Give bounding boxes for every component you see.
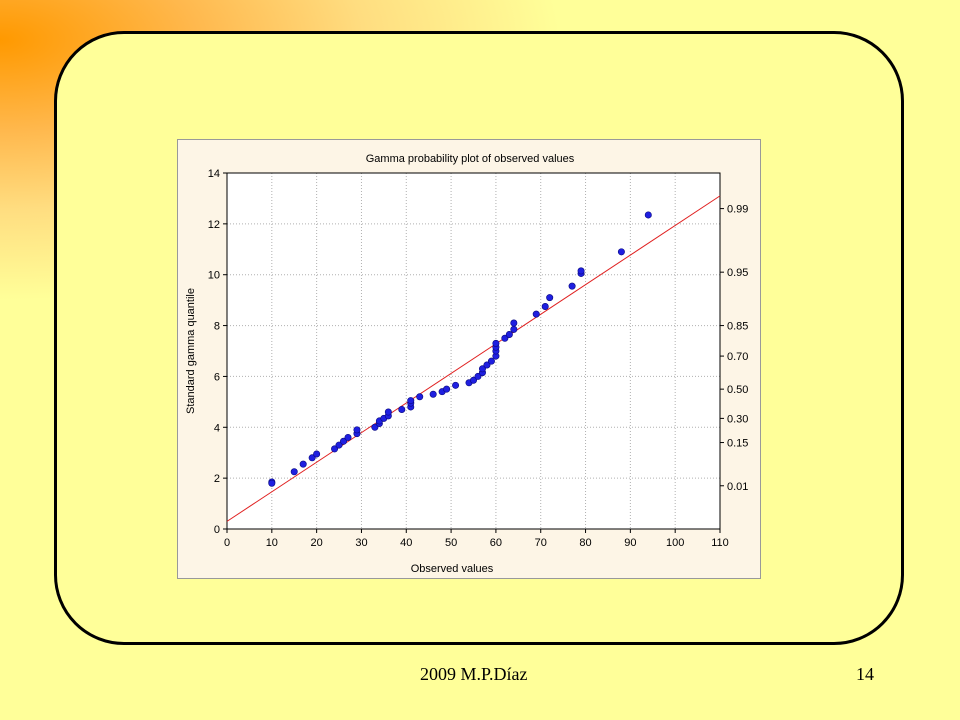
data-point [501,334,509,342]
y-tick-label: 14 [208,168,220,180]
x-tick-label: 110 [711,537,729,549]
fit-line-layer [226,195,721,522]
right-axis-label: 0.01 [727,481,748,493]
data-point [532,310,540,318]
y-tick-label: 6 [214,371,220,383]
data-point [443,385,451,393]
data-point [617,248,625,256]
data-point [492,339,500,347]
data-point [416,393,424,401]
x-tick-label: 10 [266,537,278,549]
x-tick-label: 80 [579,537,591,549]
data-point [510,325,518,333]
data-point [541,303,549,311]
right-axis-label: 0.70 [727,351,748,363]
data-point [398,405,406,413]
y-tick-label: 10 [208,270,220,282]
y-tick-label: 8 [214,321,220,333]
page-number: 14 [856,664,874,684]
data-point [340,437,348,445]
data-point [474,372,482,380]
axes-layer: 0 10 20 30 40 50 60 70 80 90 100 110 0 2 4 6 8 10 12 14 0.99… [208,168,749,549]
right-axis-label: 0.95 [727,267,748,279]
right-axis-label: 0.30 [727,413,748,425]
data-point [407,397,415,405]
y-tick-label: 4 [214,422,220,434]
x-tick-label: 30 [355,537,367,549]
data-point [510,319,518,327]
data-point [568,282,576,290]
data-point [308,454,316,462]
x-tick-label: 60 [490,537,502,549]
data-point [353,426,361,434]
data-point [452,381,460,389]
gamma-probability-chart: Gamma probability plot of observed value… [185,153,749,575]
x-tick-label: 90 [624,537,636,549]
x-tick-label: 100 [666,537,684,549]
data-point [483,361,491,369]
data-point [268,479,276,487]
data-point [546,294,554,302]
chart-panel: Gamma probability plot of observed value… [177,139,761,579]
data-point [344,433,352,441]
x-axis-label: Observed values [411,563,494,575]
data-point [469,376,477,384]
data-point [384,408,392,416]
right-axis-label: 0.99 [727,204,748,216]
data-point [299,460,307,468]
chart-title: Gamma probability plot of observed value… [366,153,575,165]
data-point [478,365,486,373]
data-point [644,211,652,219]
footer-author: 2009 M.P.Díaz [420,664,528,684]
y-axis-label: Standard gamma quantile [185,288,197,414]
y-tick-label: 12 [208,219,220,231]
fit-line [226,195,721,522]
right-axis-label: 0.50 [727,384,748,396]
data-point [371,423,379,431]
data-point [331,445,339,453]
data-point [290,468,298,476]
plot-area [227,173,720,529]
data-point [335,441,343,449]
x-tick-label: 20 [311,537,323,549]
y-tick-label: 2 [214,473,220,485]
data-point [577,267,585,275]
grid-layer [227,173,720,529]
x-tick-label: 0 [224,537,230,549]
plot-border [226,172,721,530]
data-point [505,330,513,338]
data-point [487,357,495,365]
x-tick-label: 50 [445,537,457,549]
x-tick-label: 70 [535,537,547,549]
x-tick-label: 40 [400,537,412,549]
y-tick-label: 0 [214,524,220,536]
data-point [429,390,437,398]
right-axis-label: 0.85 [727,321,748,333]
data-point [313,450,321,458]
points-layer [268,211,652,487]
right-axis-label: 0.15 [727,438,748,450]
